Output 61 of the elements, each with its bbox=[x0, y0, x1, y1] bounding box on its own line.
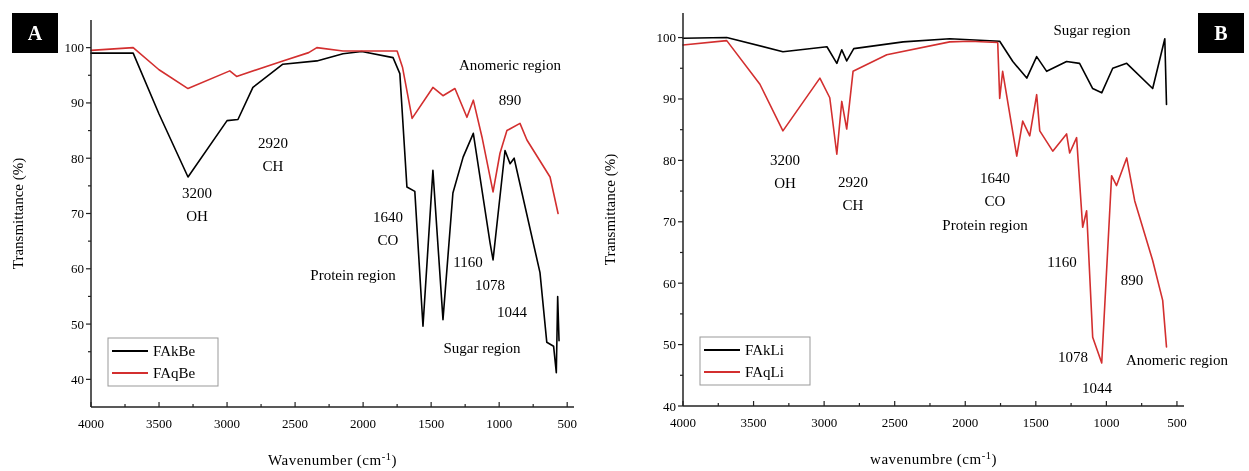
y-tick-label: 50 bbox=[71, 316, 84, 332]
x-tick-label: 1000 bbox=[1093, 415, 1120, 430]
y-tick-label: 80 bbox=[71, 150, 84, 166]
annotation: 1640 CO bbox=[373, 209, 403, 248]
annotation: 1078 bbox=[1058, 349, 1088, 365]
x-tick-label: 4000 bbox=[670, 415, 696, 430]
annotation: 890 bbox=[498, 92, 522, 108]
x-tick-label: 1500 bbox=[1022, 415, 1049, 430]
x-tick-label: 2500 bbox=[881, 415, 908, 430]
y-tick-label: 60 bbox=[71, 261, 84, 277]
y-axis-title: Transmittance (%) bbox=[10, 157, 27, 270]
text: B bbox=[1214, 22, 1228, 44]
y-tick-label: 70 bbox=[663, 214, 676, 230]
x-tick-label: 3000 bbox=[811, 415, 838, 430]
annotation: 890 bbox=[1120, 272, 1144, 288]
annotation: 1640 CO bbox=[980, 170, 1010, 209]
y-tick-label: 50 bbox=[663, 337, 676, 353]
y-tick-label: 70 bbox=[71, 206, 84, 221]
annotation: Sugar region bbox=[1053, 22, 1132, 38]
legend-label: FAkBe bbox=[153, 343, 196, 359]
y-tick-label: 60 bbox=[663, 275, 676, 291]
annotation: 1044 bbox=[497, 304, 528, 320]
x-tick-label: 2000 bbox=[350, 416, 377, 431]
y-tick-label: 100 bbox=[656, 30, 676, 46]
y-tick-label: 40 bbox=[71, 371, 84, 387]
annotation: 2920 CH bbox=[838, 174, 868, 213]
annotation: 1078 bbox=[475, 277, 505, 293]
line-series bbox=[682, 36, 1168, 106]
legend-label: FAqLi bbox=[745, 364, 784, 380]
x-tick-label: 3500 bbox=[740, 415, 767, 430]
legend-label: FAkLi bbox=[745, 342, 784, 358]
annotation: Protein region bbox=[942, 217, 1029, 233]
annotation: 2920 CH bbox=[258, 135, 288, 174]
annotation: 3200 OH bbox=[770, 152, 800, 191]
legend-label: FAqBe bbox=[153, 365, 196, 381]
y-axis-title: Transmittance (%) bbox=[602, 153, 619, 266]
text: A bbox=[27, 22, 43, 44]
y-tick-label: 100 bbox=[64, 40, 84, 56]
annotation: 1044 bbox=[1082, 380, 1113, 396]
x-tick-label: 1500 bbox=[418, 416, 445, 431]
annotation: 3200 OH bbox=[182, 185, 212, 224]
x-axis-title: Wavenumber (cm$^{-1}$) bbox=[268, 450, 397, 469]
x-tick-label: 500 bbox=[557, 416, 577, 431]
x-tick-label: 3500 bbox=[146, 416, 173, 431]
x-tick-label: 2500 bbox=[282, 416, 309, 431]
annotation: Protein region bbox=[310, 267, 397, 283]
y-tick-label: 40 bbox=[663, 398, 676, 414]
annotation: 1160 bbox=[1047, 254, 1077, 270]
y-tick-label: 90 bbox=[663, 91, 676, 107]
annotation: Sugar region bbox=[443, 340, 522, 356]
x-tick-label: 1000 bbox=[486, 416, 513, 431]
x-tick-label: 2000 bbox=[952, 415, 979, 430]
x-axis-title: wavenumbre (cm$^{-1}$) bbox=[870, 449, 997, 468]
y-tick-label: 90 bbox=[71, 95, 84, 111]
annotation: 1160 bbox=[453, 254, 483, 270]
x-tick-label: 4000 bbox=[78, 416, 104, 431]
annotation: Anomeric region bbox=[1125, 352, 1229, 368]
x-tick-label: 3000 bbox=[214, 416, 241, 431]
y-tick-label: 80 bbox=[663, 152, 676, 168]
annotation: Anomeric region bbox=[458, 57, 562, 73]
x-tick-label: 500 bbox=[1167, 415, 1187, 430]
